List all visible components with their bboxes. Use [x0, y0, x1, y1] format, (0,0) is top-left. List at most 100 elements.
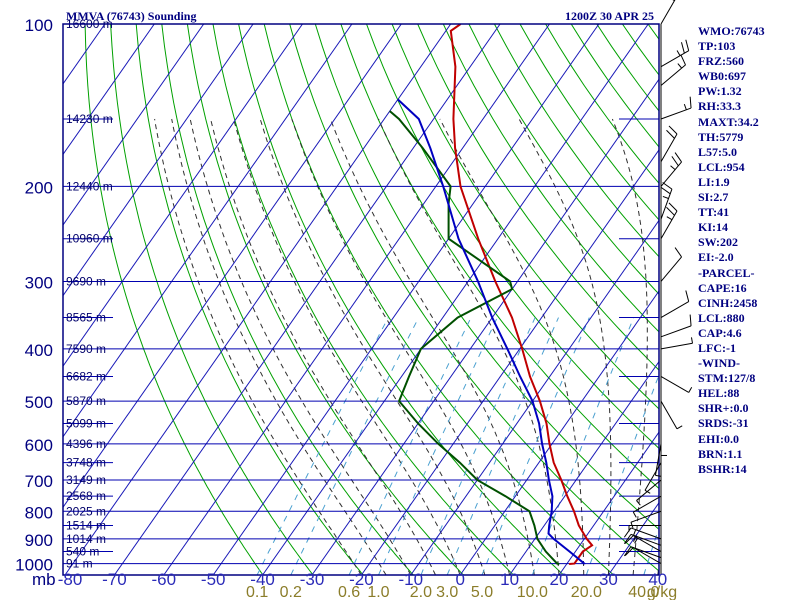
index-line: TP:103 [698, 39, 736, 54]
moist-adiabat [171, 118, 387, 575]
index-line: MAXT:34.2 [698, 114, 759, 129]
height-label: 2568 m [66, 489, 106, 503]
isotherm-line [63, 24, 205, 226]
wind-barb [660, 290, 690, 318]
wind-barb [660, 39, 690, 68]
barb-half-flag [670, 165, 676, 170]
wind-barb [660, 125, 678, 162]
wind-barbs [623, 0, 694, 564]
temperature-tick-label: -60 [152, 570, 177, 589]
index-line: CAPE:16 [698, 280, 747, 295]
dry-adiabat [493, 24, 659, 258]
barb-flag [674, 152, 682, 163]
dry-adiabat [212, 24, 514, 575]
isotherm-line [63, 24, 402, 509]
dry-adiabat [442, 24, 659, 333]
isotherm-line [311, 78, 659, 575]
temperature-tick-label: -50 [201, 570, 226, 589]
wind-barb [624, 547, 662, 564]
temperature-tick-label: 10 [500, 570, 519, 589]
valid-datetime: 1200Z 30 APR 25 [565, 9, 655, 23]
barb-staff [660, 64, 686, 86]
barb-half-flag [633, 529, 637, 536]
wind-barb [630, 510, 662, 529]
barb-flag [685, 39, 690, 51]
mixing-ratio-line [378, 317, 498, 575]
dry-adiabat [340, 24, 659, 490]
moist-adiabat [657, 560, 659, 575]
pressure-tick-label: 400 [25, 341, 53, 360]
height-label: 14230 m [66, 112, 113, 126]
isotherm-line [360, 148, 659, 575]
temperature-tick-label: -40 [250, 570, 275, 589]
barb-flag [666, 129, 675, 139]
dry-adiabat [186, 24, 464, 575]
pressure-tick-label: 900 [25, 531, 53, 550]
station-title: MMVA (76743) Sounding [66, 9, 197, 23]
isotherm-line [410, 219, 659, 575]
wind-barb [654, 443, 662, 477]
barb-half-flag [690, 337, 694, 344]
barb-staff [633, 495, 662, 513]
index-line: STM:127/8 [698, 371, 756, 386]
barb-half-flag [672, 0, 675, 2]
temperature-tick-label: -30 [300, 570, 325, 589]
wind-barb [632, 495, 662, 518]
plot-area [63, 24, 659, 575]
barb-staff [630, 510, 662, 523]
barb-half-flag [630, 522, 634, 529]
barb-half-flag [683, 103, 687, 110]
index-line: CAP:4.6 [698, 325, 742, 340]
barb-half-flag [644, 489, 651, 494]
barb-flag [660, 186, 671, 195]
height-label: 7590 m [66, 342, 106, 356]
moist-adiabat [233, 118, 461, 575]
wind-barb [660, 376, 693, 393]
barb-flag [680, 54, 686, 66]
barb-half-flag [655, 474, 662, 477]
mixing-ratio-label: 20.0 [571, 584, 602, 600]
plot-frame [62, 23, 660, 576]
barb-flag [689, 96, 692, 109]
height-label: 6682 m [66, 369, 106, 383]
wind-barb [624, 535, 662, 552]
index-line: PW:1.32 [698, 84, 742, 99]
barb-flag [662, 182, 673, 190]
dry-adiabat [468, 24, 659, 295]
height-label: 5870 m [66, 394, 106, 408]
index-line: SW:202 [698, 235, 739, 250]
wind-barb [623, 527, 662, 540]
pressure-tick-label: 700 [25, 472, 53, 491]
isotherm-line [212, 24, 600, 575]
temperature-tick-label: 20 [550, 570, 569, 589]
height-label: 3149 m [66, 473, 106, 487]
wind-barb [660, 314, 692, 338]
barb-half-flag [634, 537, 639, 544]
index-line: -WIND- [698, 356, 740, 371]
index-line: CINH:2458 [698, 295, 758, 310]
pressure-tick-label: 1000 [15, 556, 53, 575]
mixing-ratio-line [348, 317, 472, 575]
barb-staff [654, 443, 662, 476]
dry-adiabat [135, 24, 364, 575]
wind-barb [628, 524, 661, 532]
temperature-line [449, 24, 594, 565]
isotherm-line [63, 24, 353, 438]
index-line: BRN:1.1 [698, 446, 743, 461]
barb-staff [636, 479, 662, 501]
moist-adiabat [189, 118, 412, 575]
wind-barb [660, 96, 692, 120]
mixing-ratio-label: 1.0 [367, 584, 389, 600]
wind-barb [660, 400, 683, 430]
barb-flag [680, 42, 685, 54]
temperature-tick-label: -80 [58, 570, 83, 589]
barb-flag [623, 527, 632, 538]
dewpoint-line [389, 110, 560, 565]
height-label: 91 m [66, 557, 93, 571]
mixing-ratio-line [446, 317, 559, 575]
mixing-ratio-line [481, 317, 590, 575]
isotherm-line [163, 24, 550, 575]
index-line: FRZ:560 [698, 54, 744, 69]
moist-adiabat [154, 118, 362, 575]
